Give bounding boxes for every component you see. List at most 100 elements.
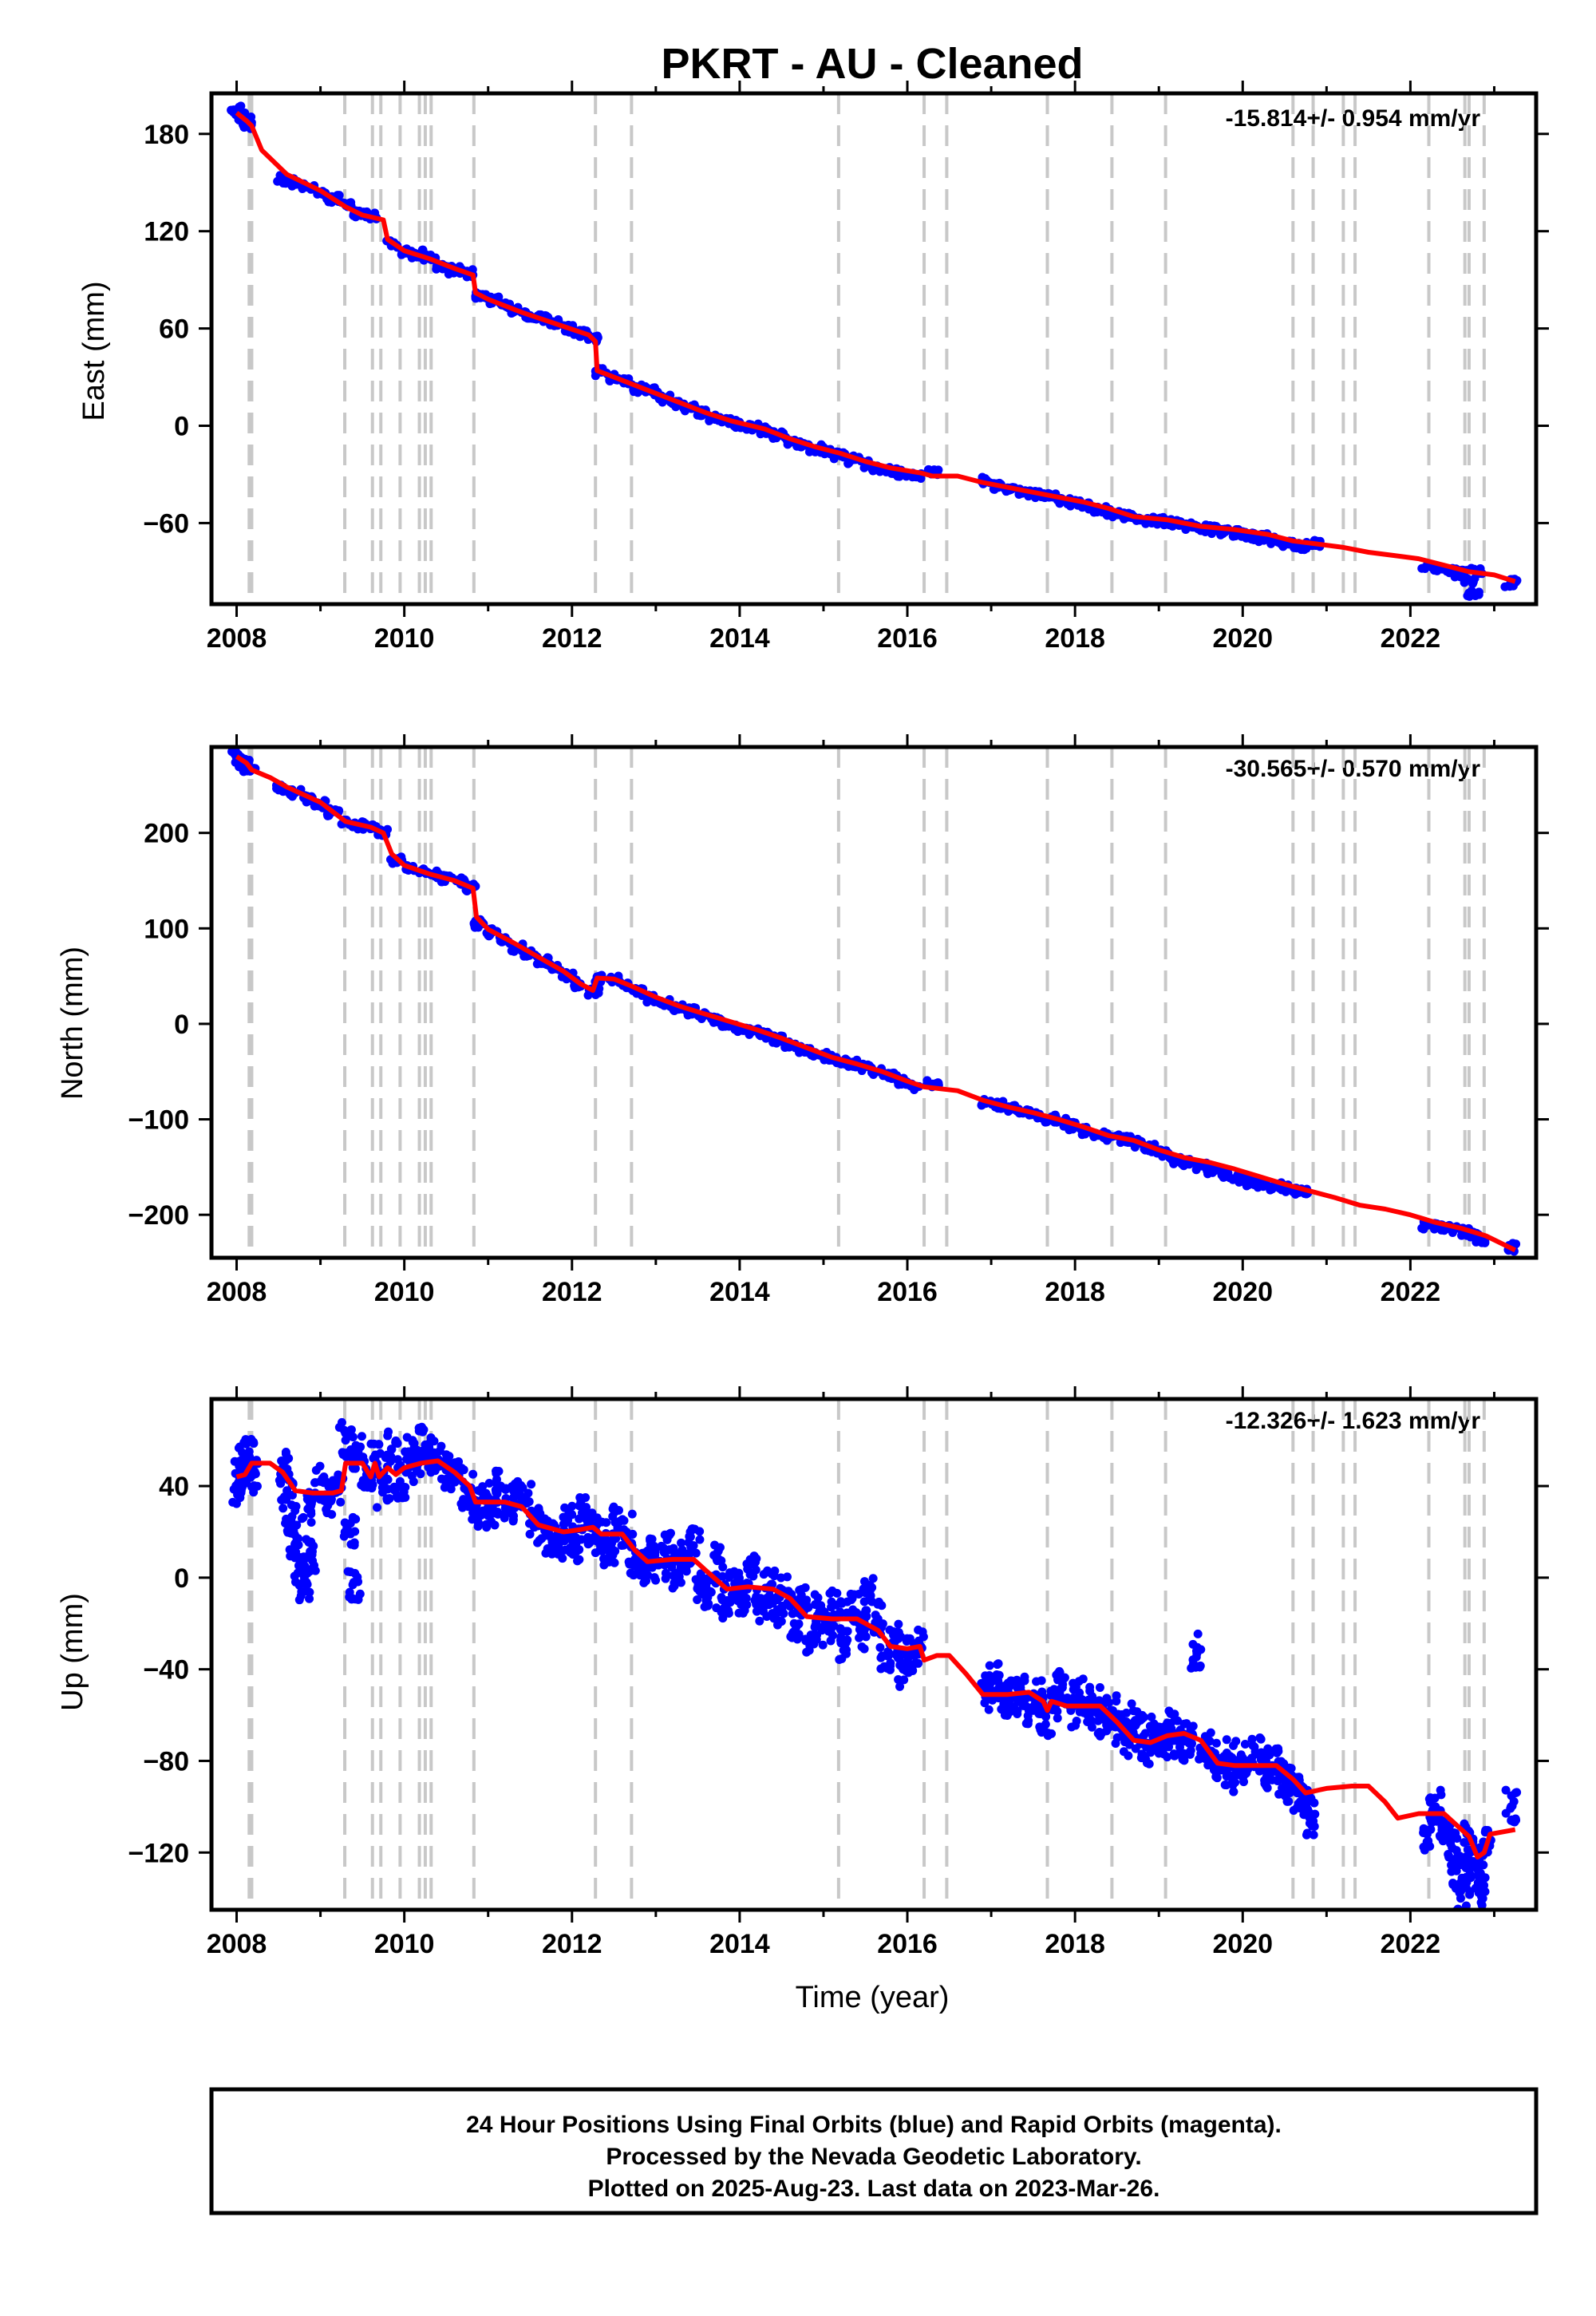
up-observation-118-cluster bbox=[1236, 1750, 1246, 1760]
up-observation-65-cluster bbox=[741, 1594, 751, 1603]
up-observation-4-cluster bbox=[250, 1467, 259, 1476]
up-observation-83-cluster bbox=[894, 1627, 903, 1637]
east-observation-54-cluster bbox=[907, 472, 917, 482]
up-observation-80-cluster bbox=[859, 1597, 869, 1607]
up-observation-97-cluster bbox=[1071, 1721, 1080, 1730]
up-observation-28-cluster bbox=[429, 1437, 439, 1446]
up-observation-14-cluster bbox=[318, 1476, 328, 1486]
footer-line-3: Plotted on 2025-Aug-23. Last data on 202… bbox=[588, 2176, 1160, 2202]
up-observation-11-cluster bbox=[302, 1495, 312, 1504]
up-observation-81-cluster bbox=[874, 1597, 883, 1607]
up-observation-65-cluster bbox=[735, 1595, 745, 1604]
up-observation-10-cluster bbox=[305, 1587, 314, 1597]
east-ytick-label-2: 60 bbox=[159, 314, 189, 345]
up-observation-91-cluster bbox=[1020, 1672, 1029, 1682]
up-observation-8-cluster bbox=[286, 1521, 296, 1531]
north-observation-75-cluster bbox=[1203, 1168, 1213, 1177]
up-observation-108-cluster bbox=[1156, 1722, 1165, 1732]
up-observation-43-cluster bbox=[551, 1546, 560, 1555]
up-observation-43-cluster bbox=[551, 1531, 561, 1540]
up-ytick-label-4: 40 bbox=[159, 1472, 189, 1502]
up-observation-56-cluster bbox=[660, 1530, 670, 1539]
up-observation-32-cluster bbox=[468, 1469, 478, 1479]
footer-box: 24 Hour Positions Using Final Orbits (bl… bbox=[209, 2087, 1539, 2215]
north-observation-65-cluster bbox=[1077, 1130, 1087, 1140]
chart-title: PKRT - AU - Cleaned bbox=[661, 40, 1083, 88]
east-observation-87-cluster bbox=[1468, 577, 1477, 587]
up-observation-52-cluster bbox=[626, 1568, 635, 1578]
up-observation-131-cluster bbox=[1447, 1867, 1456, 1876]
up-observation-49-cluster bbox=[599, 1560, 609, 1570]
east-ylabel: East (mm) bbox=[77, 281, 111, 421]
up-observation-40-cluster bbox=[525, 1529, 535, 1539]
east-xtick-label-1: 2010 bbox=[374, 623, 435, 654]
up-observation-104-cluster bbox=[1119, 1747, 1128, 1757]
up-observation-50-cluster bbox=[609, 1502, 618, 1512]
north-observation-80-cluster bbox=[1267, 1184, 1277, 1194]
up-observation-99-cluster bbox=[1087, 1722, 1096, 1732]
up-observation-98-cluster bbox=[1075, 1688, 1084, 1697]
up-frame bbox=[209, 1397, 1539, 1912]
up-xtick-label-4: 2016 bbox=[877, 1929, 938, 1959]
up-observation-84-cluster bbox=[893, 1653, 903, 1662]
up-observation-116-cluster bbox=[1231, 1737, 1241, 1746]
up-observation-102-cluster bbox=[1112, 1691, 1121, 1701]
up-observation-36-cluster bbox=[492, 1466, 501, 1476]
north-panel: North (mm) -30.565+/- 0.570 mm/yr 2008 20… bbox=[56, 734, 1549, 1307]
up-observation-11-cluster bbox=[297, 1514, 306, 1524]
up-observation-61-cluster bbox=[700, 1602, 709, 1611]
up-observation-75-cluster bbox=[826, 1636, 836, 1646]
up-xtick-label-2: 2012 bbox=[542, 1929, 602, 1959]
up-observation-79-cluster bbox=[859, 1644, 869, 1654]
footer-line-2: Processed by the Nevada Geodetic Laborat… bbox=[606, 2144, 1141, 2170]
up-observation-71-cluster bbox=[793, 1632, 803, 1642]
up-observation-69-cluster bbox=[772, 1620, 782, 1630]
up-observation-56-cluster bbox=[660, 1560, 670, 1570]
up-observation-82-cluster bbox=[883, 1663, 892, 1673]
east-observation-77-cluster bbox=[1242, 533, 1251, 543]
up-observation-99-cluster bbox=[1077, 1695, 1087, 1705]
up-observation-103-cluster bbox=[1112, 1733, 1122, 1742]
north-observation-76-cluster bbox=[1215, 1166, 1224, 1176]
up-observation-5-cluster bbox=[277, 1456, 286, 1466]
up-model-line bbox=[235, 1458, 1516, 1860]
up-observation-10-cluster bbox=[305, 1594, 314, 1603]
up-observation-34-cluster bbox=[476, 1487, 485, 1496]
up-ytick-label-2: −40 bbox=[143, 1655, 189, 1686]
up-observation-105-cluster bbox=[1140, 1713, 1149, 1722]
up-observation-130-cluster bbox=[1445, 1826, 1455, 1836]
up-observation-39-cluster bbox=[527, 1480, 536, 1489]
up-observation-19-cluster bbox=[350, 1445, 360, 1454]
up-plot-area bbox=[228, 1399, 1522, 1910]
up-observation-63-cluster bbox=[718, 1614, 728, 1623]
east-observation-87-cluster bbox=[1460, 575, 1469, 585]
east-observation-88-cluster bbox=[1465, 587, 1475, 597]
north-xtick-label-3: 2014 bbox=[709, 1277, 770, 1307]
up-observation-61-cluster bbox=[702, 1586, 712, 1595]
up-observation-88-cluster bbox=[994, 1676, 1003, 1686]
up-observation-35-cluster bbox=[482, 1521, 492, 1531]
up-observation-59-cluster bbox=[685, 1548, 694, 1558]
up-observation-131-cluster bbox=[1449, 1859, 1459, 1868]
up-observation-67-cluster bbox=[752, 1596, 761, 1606]
up-observation-126-cluster bbox=[1301, 1807, 1310, 1816]
up-observation-67-cluster bbox=[755, 1616, 764, 1626]
up-observation-117-cluster bbox=[1231, 1777, 1240, 1787]
up-observation-23-cluster bbox=[386, 1445, 396, 1454]
east-xtick-label-5: 2018 bbox=[1045, 623, 1105, 654]
up-observation-127-cluster bbox=[1419, 1828, 1428, 1838]
up-observation-119-cluster bbox=[1246, 1756, 1255, 1765]
up-observation-12-cluster bbox=[304, 1538, 314, 1547]
up-observation-100-cluster bbox=[1088, 1692, 1097, 1701]
north-observation-20-cluster bbox=[470, 923, 480, 932]
north-observation-56-cluster bbox=[933, 1078, 942, 1088]
up-observation-64-cluster bbox=[728, 1590, 737, 1599]
east-ytick-label-4: 180 bbox=[144, 120, 189, 150]
up-observation-12-cluster bbox=[306, 1565, 316, 1575]
up-observation-96-cluster bbox=[1052, 1670, 1061, 1680]
up-observation-86-cluster bbox=[918, 1627, 927, 1637]
up-observation-97-cluster bbox=[1062, 1694, 1072, 1703]
up-observation-102-cluster bbox=[1103, 1721, 1112, 1731]
up-observation-115-cluster bbox=[1212, 1773, 1222, 1783]
up-observation-43-cluster bbox=[558, 1554, 567, 1563]
